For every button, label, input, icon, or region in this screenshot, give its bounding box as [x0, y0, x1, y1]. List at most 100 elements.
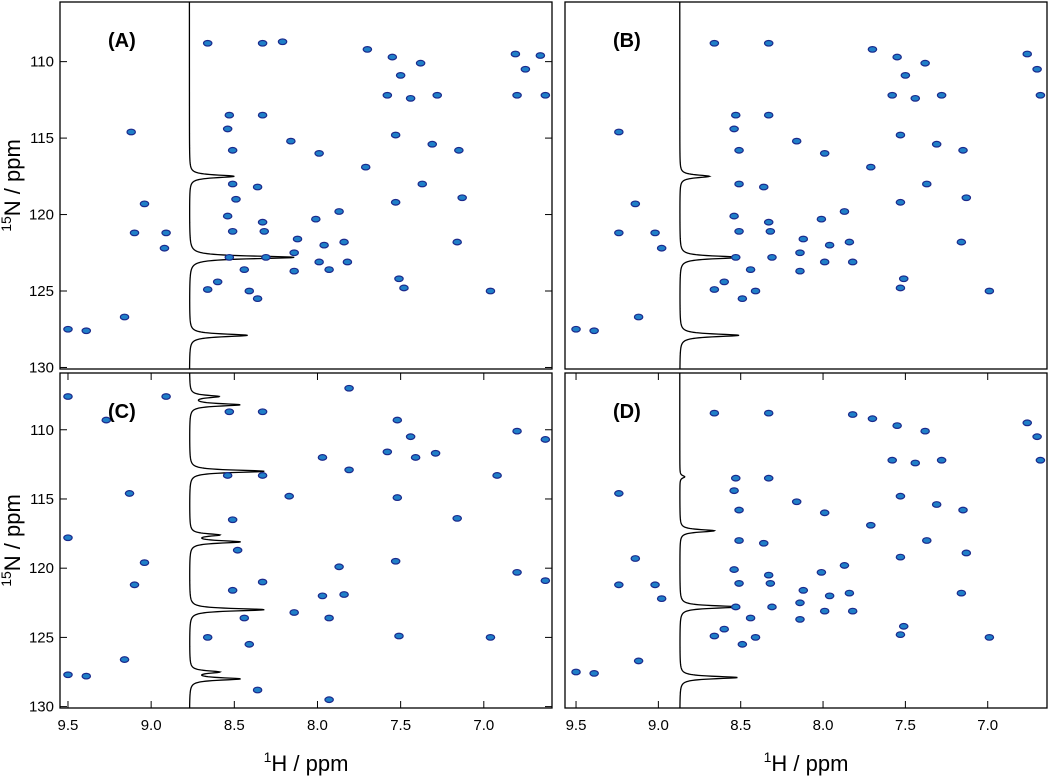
y-axis-label-text: N / ppm: [0, 494, 25, 571]
peak: [763, 111, 774, 119]
peak: [394, 632, 404, 640]
y-tick-label: 120: [29, 560, 54, 577]
peak: [920, 427, 930, 435]
peak: [847, 607, 858, 615]
peak: [81, 672, 92, 680]
peak: [252, 295, 263, 303]
peak: [819, 509, 830, 517]
peak: [798, 586, 809, 594]
y-tick-label: 115: [30, 130, 54, 147]
frame: [564, 1, 1048, 370]
y-axis-label-sup: 15: [0, 571, 14, 587]
peak: [334, 208, 344, 215]
peak: [417, 180, 428, 188]
peak: [763, 571, 774, 579]
plot-area: [63, 373, 551, 708]
peak: [614, 229, 624, 237]
peak: [390, 131, 401, 139]
y-axis-label: 15N / ppm: [0, 494, 25, 587]
peak: [656, 595, 667, 603]
peak: [719, 278, 730, 286]
peak: [392, 494, 403, 501]
peak: [961, 194, 972, 202]
peak: [360, 163, 371, 171]
peak: [317, 454, 328, 461]
trace-1d: [679, 2, 740, 369]
peak: [791, 498, 802, 506]
peak: [540, 436, 551, 443]
peak: [931, 140, 942, 148]
peak: [227, 227, 238, 235]
peak: [765, 227, 776, 235]
peak: [1035, 91, 1046, 99]
peak: [257, 218, 268, 226]
y-axis-label-sup: 15: [0, 216, 14, 232]
peak: [119, 313, 130, 321]
peak: [390, 557, 401, 565]
peak: [63, 671, 73, 679]
peak: [763, 218, 774, 226]
peak: [129, 229, 140, 237]
peak: [936, 91, 947, 99]
y-tick-label: 125: [29, 629, 54, 646]
peak: [931, 501, 942, 508]
peak: [709, 286, 720, 293]
peak: [252, 183, 263, 191]
peak: [633, 313, 644, 321]
peak: [452, 514, 462, 522]
peak: [430, 449, 441, 457]
peak: [767, 253, 777, 261]
peak: [492, 472, 502, 479]
peak: [362, 46, 373, 53]
peak: [257, 578, 268, 586]
peak: [1035, 456, 1046, 464]
peak: [895, 284, 906, 292]
y-tick-label: 110: [30, 422, 54, 439]
peak: [289, 267, 299, 275]
peak: [795, 616, 805, 623]
peak: [958, 506, 968, 514]
peak: [405, 433, 416, 441]
peak: [895, 553, 906, 561]
peak: [344, 466, 354, 474]
peak: [395, 71, 406, 79]
panel-label: (A): [108, 30, 136, 52]
peak: [737, 640, 748, 648]
peak: [512, 427, 522, 435]
peak: [405, 94, 416, 102]
peak: [485, 287, 496, 295]
plot-area: [63, 2, 551, 369]
peak: [936, 456, 947, 464]
peak: [844, 589, 855, 597]
peak: [745, 266, 756, 274]
peak: [212, 278, 223, 286]
peak: [920, 59, 930, 67]
trace-1d: [679, 373, 740, 708]
peak: [839, 208, 850, 215]
peak: [227, 180, 238, 188]
x-tick-label: 8.0: [307, 717, 328, 734]
peak: [314, 258, 324, 266]
peak: [457, 194, 467, 202]
peak: [734, 580, 744, 587]
peak: [887, 456, 898, 464]
peak: [824, 592, 835, 600]
peak: [387, 53, 398, 61]
peak: [734, 146, 744, 154]
peak: [571, 668, 581, 676]
plot-area: [571, 2, 1046, 369]
trace-1d: [188, 373, 265, 708]
peak: [382, 448, 393, 456]
peak: [63, 325, 73, 333]
peak: [124, 490, 135, 497]
peak: [729, 125, 739, 133]
peak: [865, 521, 876, 529]
peak: [289, 249, 299, 257]
peak: [765, 580, 776, 587]
x-tick-label: 9.5: [58, 717, 79, 734]
peak: [399, 284, 409, 292]
frame: [564, 372, 1048, 709]
peak: [734, 506, 744, 514]
peak: [847, 411, 858, 418]
peak: [892, 53, 902, 61]
